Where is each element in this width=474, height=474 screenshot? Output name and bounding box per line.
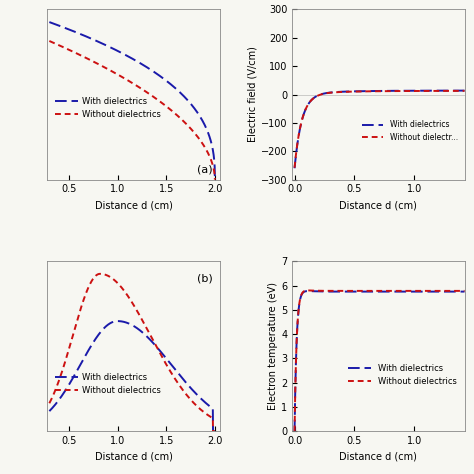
X-axis label: Distance d (cm): Distance d (cm) xyxy=(339,452,417,462)
X-axis label: Distance d (cm): Distance d (cm) xyxy=(95,200,173,210)
Legend: With dielectrics, Without dielectr...: With dielectrics, Without dielectr... xyxy=(359,117,461,145)
X-axis label: Distance d (cm): Distance d (cm) xyxy=(95,452,173,462)
X-axis label: Distance d (cm): Distance d (cm) xyxy=(339,200,417,210)
Text: (a): (a) xyxy=(197,165,213,175)
Legend: With dielectrics, Without dielectrics: With dielectrics, Without dielectrics xyxy=(52,369,164,398)
Legend: With dielectrics, Without dielectrics: With dielectrics, Without dielectrics xyxy=(345,361,460,390)
Y-axis label: Electron temperature (eV): Electron temperature (eV) xyxy=(268,283,278,410)
Y-axis label: Electric field (V/cm): Electric field (V/cm) xyxy=(248,46,258,143)
Legend: With dielectrics, Without dielectrics: With dielectrics, Without dielectrics xyxy=(52,94,164,123)
Text: (b): (b) xyxy=(197,273,213,283)
